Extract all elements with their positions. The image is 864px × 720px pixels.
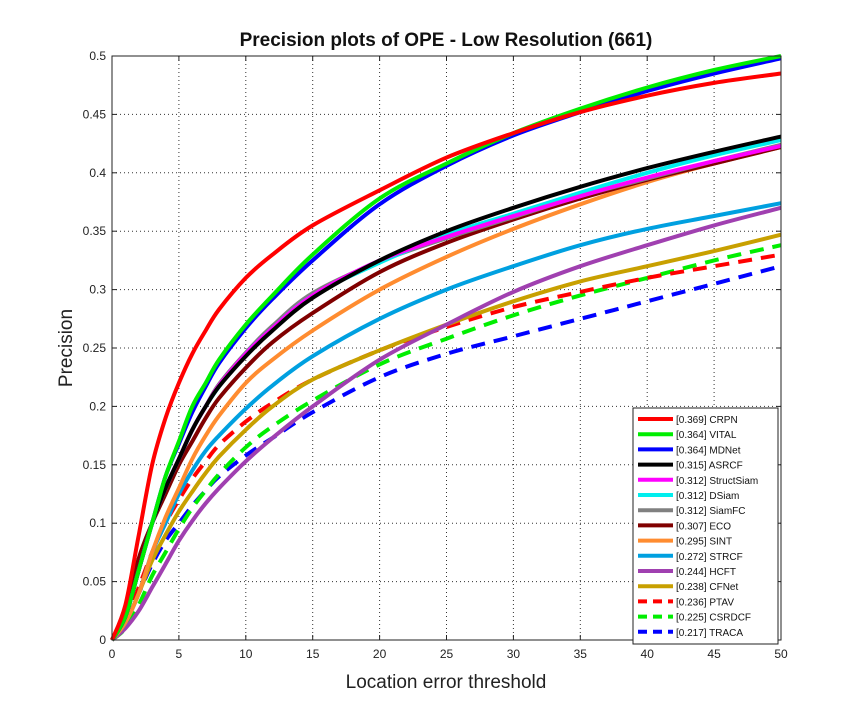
x-tick-label: 25	[440, 647, 454, 661]
x-tick-label: 15	[306, 647, 320, 661]
y-tick-label: 0.35	[83, 224, 107, 238]
legend-entry-label: [0.272] STRCF	[676, 552, 743, 563]
x-tick-label: 30	[507, 647, 521, 661]
x-tick-label: 20	[373, 647, 387, 661]
y-tick-label: 0.3	[89, 283, 106, 297]
legend-entry-label: [0.225] CSRDCF	[676, 613, 751, 624]
legend-entry-label: [0.295] SINT	[676, 537, 732, 548]
legend-entry-label: [0.236] PTAV	[676, 597, 734, 608]
x-tick-label: 5	[176, 647, 183, 661]
y-tick-label: 0.45	[83, 107, 107, 121]
legend-entry-label: [0.315] ASRCF	[676, 461, 743, 472]
series-line-11	[110, 205, 782, 642]
x-tick-label: 10	[239, 647, 253, 661]
legend-entry-label: [0.217] TRACA	[676, 628, 743, 639]
x-tick-label: 35	[574, 647, 588, 661]
legend-entry-label: [0.238] CFNet	[676, 582, 738, 593]
y-tick-label: 0.2	[89, 399, 106, 413]
y-axis-ticks: 0 0.05 0.1 0.15 0.2 0.25 0.3 0.35 0.4 0.45 0.5	[83, 49, 781, 647]
x-tick-label: 40	[641, 647, 655, 661]
y-tick-label: 0.4	[89, 166, 106, 180]
chart-title: Precision plots of OPE - Low Resolution …	[240, 30, 653, 51]
legend-entry-label: [0.244] HCFT	[676, 567, 736, 578]
legend-entry-label: [0.369] CRPN	[676, 415, 738, 426]
series-line-9	[110, 145, 782, 642]
series-line-2	[110, 54, 782, 642]
grid-lines	[112, 56, 781, 640]
legend: [0.369] CRPN [0.364] VITAL [0.364] MDNet [0…	[632, 407, 779, 645]
legend-entry-label: [0.312] DSiam	[676, 491, 739, 502]
x-tick-label: 50	[774, 647, 788, 661]
x-tick-label: 0	[109, 647, 116, 661]
y-tick-label: 0	[99, 633, 106, 647]
series-line-1	[110, 71, 782, 641]
x-tick-label: 45	[707, 647, 721, 661]
y-tick-label: 0.05	[83, 575, 107, 589]
x-axis-ticks: 0 5 10 15 20 25 30 35 40 45 50	[109, 56, 788, 661]
legend-entry-label: [0.307] ECO	[676, 521, 731, 532]
y-axis-label: Precision	[56, 309, 77, 387]
x-axis-label: Location error threshold	[346, 672, 547, 693]
legend-entry-label: [0.312] StructSiam	[676, 476, 758, 487]
series-line-12	[110, 232, 782, 642]
y-tick-label: 0.15	[83, 458, 107, 472]
series-lines	[110, 54, 782, 642]
y-tick-label: 0.25	[83, 341, 107, 355]
y-tick-label: 0.5	[89, 49, 106, 63]
legend-entry-label: [0.312] SiamFC	[676, 506, 745, 517]
legend-entry-label: [0.364] MDNet	[676, 445, 741, 456]
legend-entry-label: [0.364] VITAL	[676, 430, 737, 441]
y-tick-label: 0.1	[89, 516, 106, 530]
series-line-15	[110, 264, 782, 642]
series-line-14	[110, 243, 782, 642]
